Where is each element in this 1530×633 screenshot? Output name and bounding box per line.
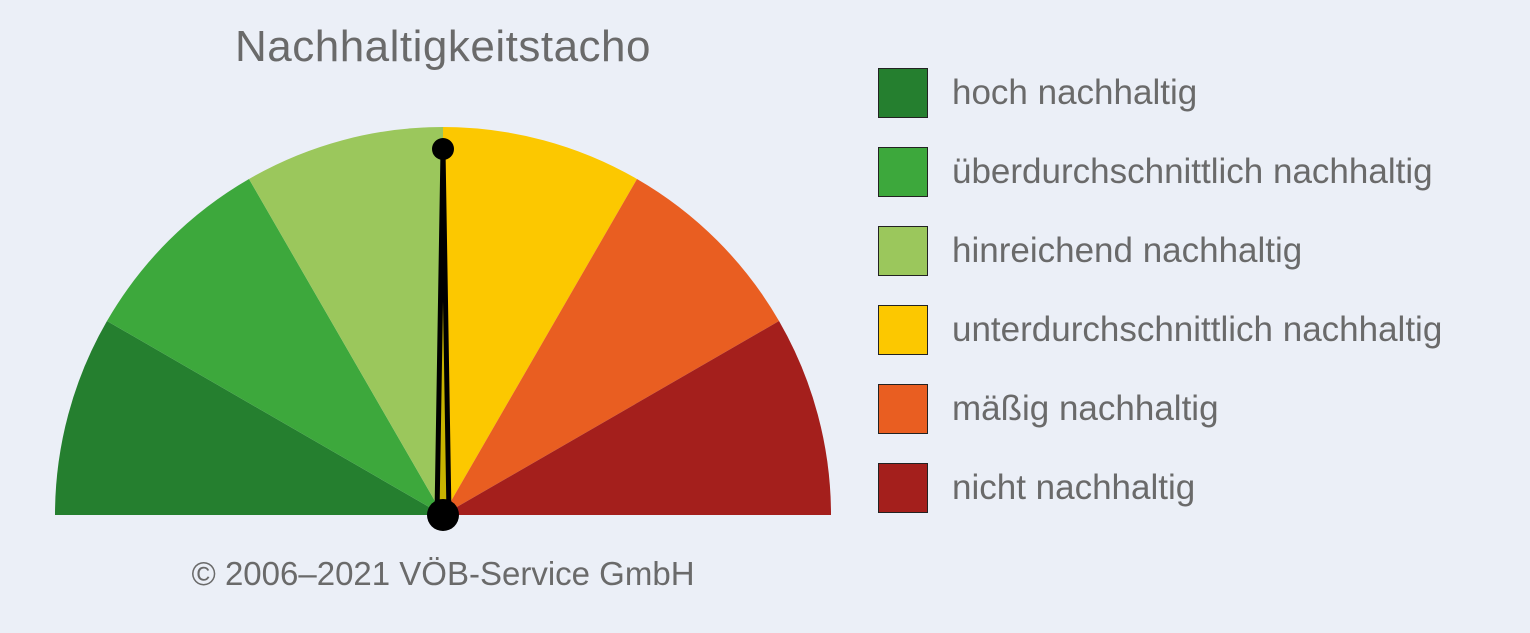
legend: hoch nachhaltig überdurchschnittlich nac… [878, 67, 1442, 541]
legend-swatch-hoch [878, 68, 928, 118]
legend-label-ueberdurchschnittlich: überdurchschnittlich nachhaltig [952, 152, 1433, 191]
copyright-note: © 2006–2021 VÖB-Service GmbH [191, 555, 695, 592]
legend-item-nicht: nicht nachhaltig [878, 462, 1442, 514]
chart-title: Nachhaltigkeitstacho [234, 22, 651, 71]
legend-label-unterdurchschnittlich: unterdurchschnittlich nachhaltig [952, 310, 1443, 349]
legend-item-hoch: hoch nachhaltig [878, 67, 1442, 119]
needle-hub [427, 499, 459, 531]
legend-swatch-maessig [878, 384, 928, 434]
gauge-segment-hoch [54, 321, 443, 515]
legend-label-hoch: hoch nachhaltig [952, 73, 1198, 112]
gauge-segment-hinreichend [249, 127, 443, 515]
legend-label-maessig: mäßig nachhaltig [952, 389, 1219, 428]
legend-item-unterdurchschnittlich: unterdurchschnittlich nachhaltig [878, 304, 1442, 356]
legend-item-hinreichend: hinreichend nachhaltig [878, 225, 1442, 277]
gauge-segment-maessig [443, 178, 780, 516]
legend-swatch-hinreichend [878, 226, 928, 276]
needle-tip-dot [432, 138, 454, 160]
legend-swatch-unterdurchschnittlich [878, 305, 928, 355]
legend-label-nicht: nicht nachhaltig [952, 468, 1196, 507]
gauge-segment-unterdurchschnittlich [443, 127, 637, 515]
legend-swatch-ueberdurchschnittlich [878, 147, 928, 197]
gauge-plot [54, 127, 831, 531]
legend-item-maessig: mäßig nachhaltig [878, 383, 1442, 435]
gauge-segment-nicht [443, 321, 831, 515]
legend-swatch-nicht [878, 463, 928, 513]
legend-label-hinreichend: hinreichend nachhaltig [952, 231, 1303, 270]
legend-item-ueberdurchschnittlich: überdurchschnittlich nachhaltig [878, 146, 1442, 198]
gauge-segment-ueberdurchschnittlich [106, 178, 443, 516]
